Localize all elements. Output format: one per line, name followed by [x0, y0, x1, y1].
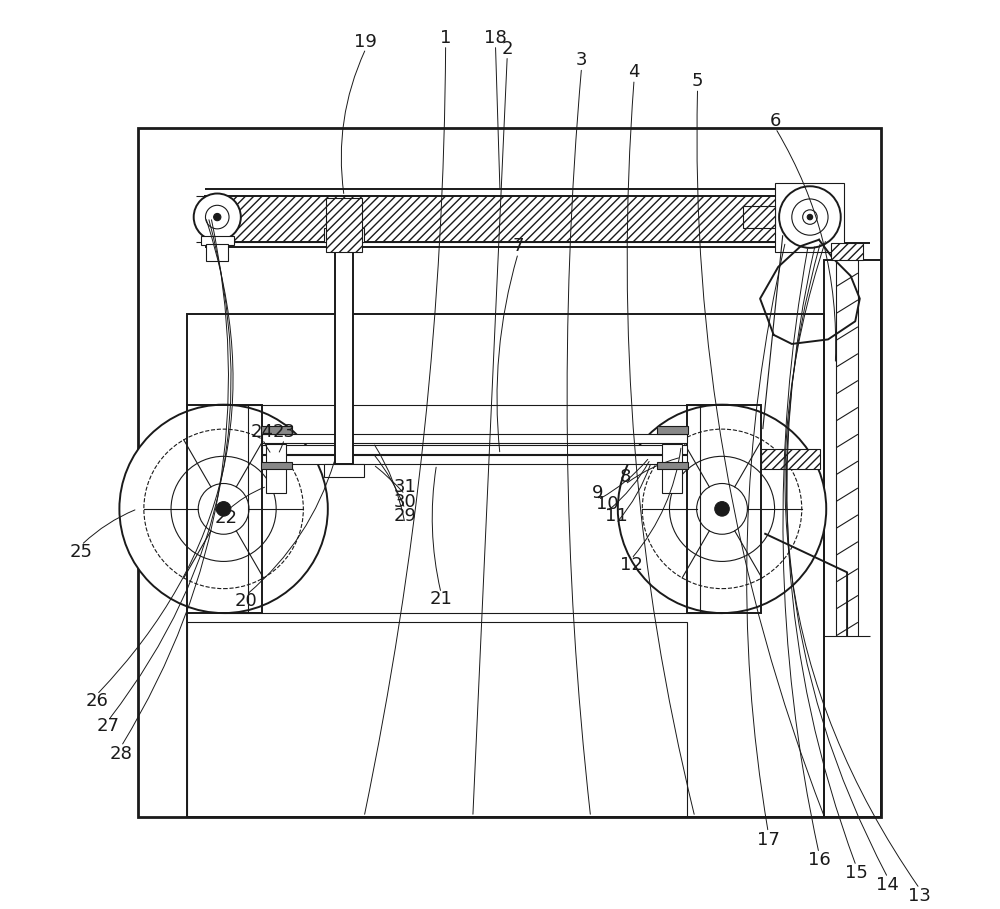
- Circle shape: [792, 199, 828, 235]
- Text: 6: 6: [770, 112, 781, 130]
- Bar: [262, 434, 687, 443]
- Text: 18: 18: [484, 29, 507, 46]
- Circle shape: [618, 405, 826, 613]
- Text: 25: 25: [70, 544, 93, 562]
- Text: 22: 22: [215, 509, 238, 527]
- Text: 7: 7: [512, 237, 524, 255]
- Circle shape: [214, 214, 221, 221]
- Text: 12: 12: [620, 556, 643, 574]
- Circle shape: [779, 186, 841, 248]
- Text: 11: 11: [605, 507, 627, 525]
- Text: 14: 14: [876, 876, 899, 894]
- Bar: [187, 314, 824, 817]
- Text: 21: 21: [430, 591, 453, 608]
- Bar: [261, 462, 292, 469]
- Bar: [206, 245, 228, 261]
- Bar: [662, 444, 682, 494]
- Text: 20: 20: [235, 593, 258, 610]
- Text: 19: 19: [354, 33, 377, 51]
- Circle shape: [715, 502, 729, 516]
- Bar: [262, 455, 687, 464]
- Bar: [335, 242, 353, 464]
- Bar: [324, 464, 364, 477]
- Circle shape: [697, 484, 747, 534]
- Circle shape: [119, 405, 328, 613]
- Text: 1: 1: [440, 29, 451, 46]
- Text: 15: 15: [845, 864, 868, 882]
- Circle shape: [171, 456, 276, 562]
- Bar: [775, 183, 844, 252]
- Bar: [657, 462, 688, 469]
- Text: 17: 17: [757, 831, 780, 849]
- Text: 9: 9: [592, 484, 604, 502]
- Text: 4: 4: [628, 63, 640, 81]
- Text: 31: 31: [393, 478, 416, 496]
- Text: 10: 10: [596, 495, 618, 514]
- Bar: [201, 236, 234, 245]
- Bar: [761, 449, 820, 469]
- Bar: [324, 228, 364, 242]
- Circle shape: [669, 456, 775, 562]
- Bar: [205, 196, 781, 242]
- Text: 5: 5: [692, 72, 703, 90]
- Circle shape: [216, 502, 231, 516]
- Bar: [743, 206, 775, 228]
- Bar: [326, 198, 362, 253]
- Text: 28: 28: [110, 744, 133, 763]
- Bar: [831, 244, 863, 260]
- Bar: [187, 405, 262, 613]
- Circle shape: [807, 215, 813, 220]
- Text: 26: 26: [85, 692, 108, 710]
- Text: 24: 24: [251, 423, 274, 441]
- Bar: [138, 128, 881, 817]
- Text: 3: 3: [576, 51, 587, 69]
- Bar: [187, 622, 687, 817]
- Text: 30: 30: [393, 493, 416, 511]
- Bar: [657, 426, 688, 434]
- Bar: [266, 444, 286, 494]
- Bar: [687, 405, 761, 613]
- Circle shape: [642, 429, 802, 589]
- Text: 29: 29: [393, 507, 416, 525]
- Text: 13: 13: [908, 887, 931, 904]
- Text: 8: 8: [619, 468, 631, 486]
- Text: 27: 27: [97, 717, 120, 735]
- Bar: [824, 260, 881, 817]
- Text: 23: 23: [273, 423, 296, 441]
- Text: 2: 2: [501, 39, 513, 57]
- Circle shape: [144, 429, 303, 589]
- Bar: [261, 426, 292, 434]
- Circle shape: [194, 194, 241, 241]
- Text: 16: 16: [808, 852, 830, 870]
- Bar: [262, 445, 687, 454]
- Circle shape: [803, 210, 817, 225]
- Circle shape: [198, 484, 249, 534]
- Circle shape: [205, 205, 229, 229]
